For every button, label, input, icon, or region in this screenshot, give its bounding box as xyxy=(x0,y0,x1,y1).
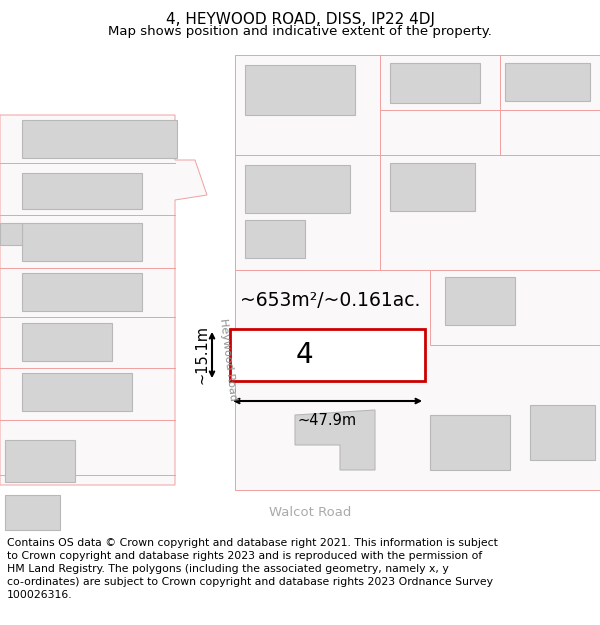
Bar xyxy=(22,223,142,261)
Polygon shape xyxy=(235,55,600,270)
Bar xyxy=(5,495,60,530)
Polygon shape xyxy=(295,410,375,470)
Bar xyxy=(22,173,142,209)
Polygon shape xyxy=(0,115,207,485)
Polygon shape xyxy=(235,270,600,490)
Text: ~47.9m: ~47.9m xyxy=(298,413,357,428)
Bar xyxy=(230,329,425,381)
Polygon shape xyxy=(430,270,600,345)
Bar xyxy=(245,220,305,258)
Bar xyxy=(245,165,350,213)
Text: 4: 4 xyxy=(295,341,313,369)
Polygon shape xyxy=(200,55,255,535)
Bar xyxy=(22,120,177,158)
Bar xyxy=(5,440,75,482)
Bar xyxy=(0,223,22,245)
Text: Walcot Road: Walcot Road xyxy=(269,506,351,519)
Bar xyxy=(390,163,475,211)
Bar xyxy=(245,65,355,115)
Bar xyxy=(22,323,112,361)
Text: Heywood Road: Heywood Road xyxy=(218,318,238,402)
Text: ~15.1m: ~15.1m xyxy=(194,326,209,384)
Bar xyxy=(505,63,590,101)
Text: 4, HEYWOOD ROAD, DISS, IP22 4DJ: 4, HEYWOOD ROAD, DISS, IP22 4DJ xyxy=(166,12,434,27)
Bar xyxy=(445,277,515,325)
Polygon shape xyxy=(0,490,600,535)
Text: ~653m²/~0.161ac.: ~653m²/~0.161ac. xyxy=(240,291,421,311)
Text: Map shows position and indicative extent of the property.: Map shows position and indicative extent… xyxy=(108,26,492,39)
Bar xyxy=(530,405,595,460)
Bar xyxy=(230,333,315,377)
Bar xyxy=(430,415,510,470)
Bar xyxy=(22,273,142,311)
Bar xyxy=(390,63,480,103)
Text: Contains OS data © Crown copyright and database right 2021. This information is : Contains OS data © Crown copyright and d… xyxy=(7,538,498,601)
Bar xyxy=(22,373,132,411)
